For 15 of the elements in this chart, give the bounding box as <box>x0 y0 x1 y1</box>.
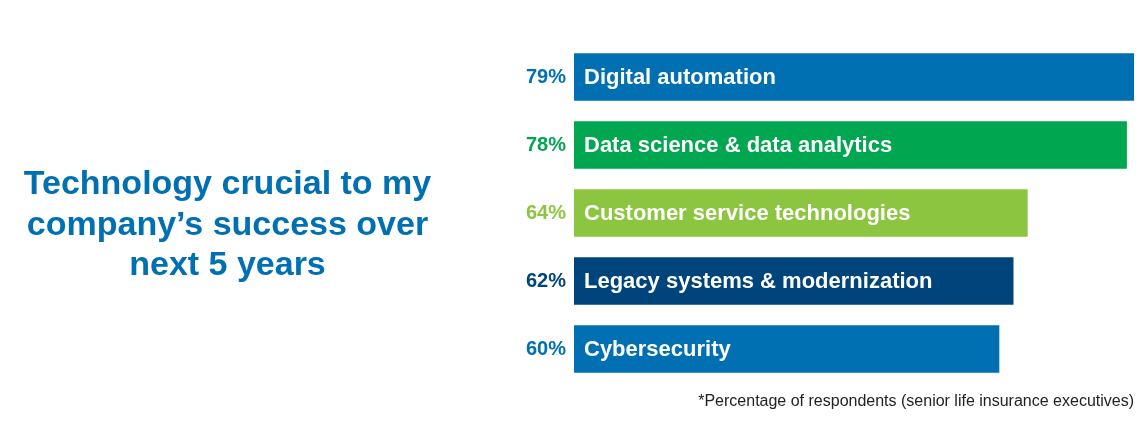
y-tick-label: Customer service technologies <box>584 199 911 225</box>
data-label: 62% <box>525 268 567 291</box>
data-label: 79% <box>525 64 567 87</box>
text: *Percentage of respondents (senior life insurance executives) <box>698 391 1134 409</box>
bar <box>574 120 1127 169</box>
y-tick-label: Legacy systems & modernization <box>584 267 933 293</box>
y-tick-label: Cybersecurity <box>584 335 732 361</box>
text: Technology crucial to my company’s success over next 5 years <box>22 161 433 285</box>
data-label: 64% <box>525 200 567 223</box>
y-tick-label: Data science & data analytics <box>584 131 893 157</box>
bar <box>574 52 1134 101</box>
data-label: 78% <box>525 132 567 155</box>
bar <box>574 324 1000 373</box>
data-label: 60% <box>525 336 567 359</box>
y-tick-label: Digital automation <box>584 63 776 89</box>
